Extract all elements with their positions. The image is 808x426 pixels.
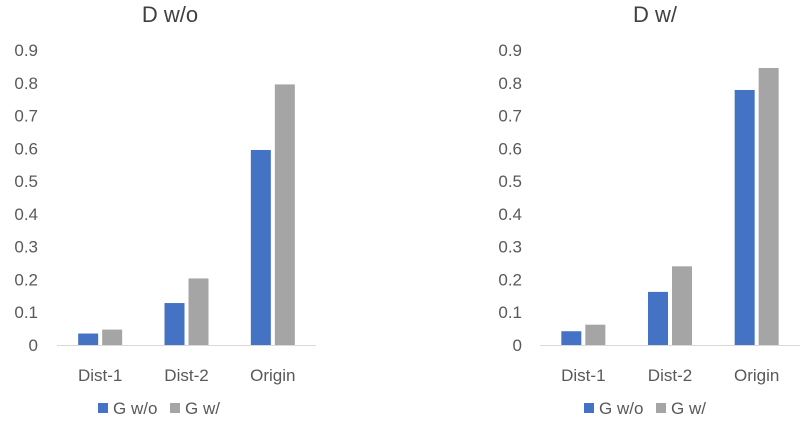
chart-title: D w/o <box>142 2 198 27</box>
x-category-label: Dist-2 <box>648 366 692 385</box>
bar-origin-g-wo <box>734 89 755 345</box>
legend-swatch <box>170 403 180 413</box>
bar-origin-g-w <box>274 84 295 346</box>
y-tick-label: 0.3 <box>498 238 522 257</box>
legend-swatch <box>584 403 594 413</box>
bar-dist-2-g-wo <box>648 291 668 345</box>
y-tick-label: 0.9 <box>498 41 522 60</box>
y-tick-label: 0.4 <box>14 205 38 224</box>
bar-dist-1-g-wo <box>561 331 582 345</box>
y-tick-label: 0.1 <box>14 303 38 322</box>
y-tick-label: 0.6 <box>498 139 522 158</box>
legend-label: G w/o <box>113 399 157 418</box>
y-tick-label: 0 <box>513 336 522 355</box>
y-tick-label: 0.4 <box>498 205 522 224</box>
y-tick-label: 0.5 <box>14 172 38 191</box>
legend-swatch <box>98 403 108 413</box>
bar-dist-1-g-w <box>585 324 606 345</box>
x-category-label: Origin <box>250 366 295 385</box>
bar-dist-2-g-wo <box>164 303 185 345</box>
x-category-label: Origin <box>734 366 779 385</box>
legend-label: G w/ <box>671 399 706 418</box>
y-tick-label: 0.8 <box>498 74 522 93</box>
y-tick-label: 0.6 <box>14 139 38 158</box>
y-tick-label: 0.5 <box>498 172 522 191</box>
legend-label: G w/o <box>599 399 643 418</box>
legend-swatch <box>656 403 666 413</box>
legend-label: G w/ <box>185 399 220 418</box>
bar-dist-1-g-wo <box>78 333 99 345</box>
bar-dist-2-g-w <box>672 266 692 345</box>
chart-panel-1: D w/o 0 0.1 0.2 0.3 0.4 0.5 0.6 0.7 0.8 0.9 Dist-1 D… <box>14 2 316 418</box>
y-tick-label: 0.8 <box>14 74 38 93</box>
chart-panel-2: D w/0 0.1 0.2 0.3 0.4 0.5 0.6 0.7 0.8 0.9 Dist-1 Di… <box>498 2 800 418</box>
chart-title: D w/ <box>633 2 678 27</box>
y-tick-label: 0.9 <box>14 41 38 60</box>
bar-dist-2-g-w <box>188 278 209 345</box>
bar-dist-1-g-w <box>102 329 123 345</box>
y-tick-label: 0.2 <box>14 270 38 289</box>
y-tick-label: 0.7 <box>14 107 38 126</box>
y-tick-label: 0.2 <box>498 270 522 289</box>
y-tick-label: 0 <box>29 336 38 355</box>
y-tick-label: 0.1 <box>498 303 522 322</box>
x-category-label: Dist-2 <box>164 366 208 385</box>
bar-origin-g-wo <box>250 149 271 345</box>
x-category-label: Dist-1 <box>78 366 122 385</box>
x-category-label: Dist-1 <box>561 366 605 385</box>
bar-origin-g-w <box>758 68 779 346</box>
y-tick-label: 0.7 <box>498 107 522 126</box>
y-tick-label: 0.3 <box>14 238 38 257</box>
